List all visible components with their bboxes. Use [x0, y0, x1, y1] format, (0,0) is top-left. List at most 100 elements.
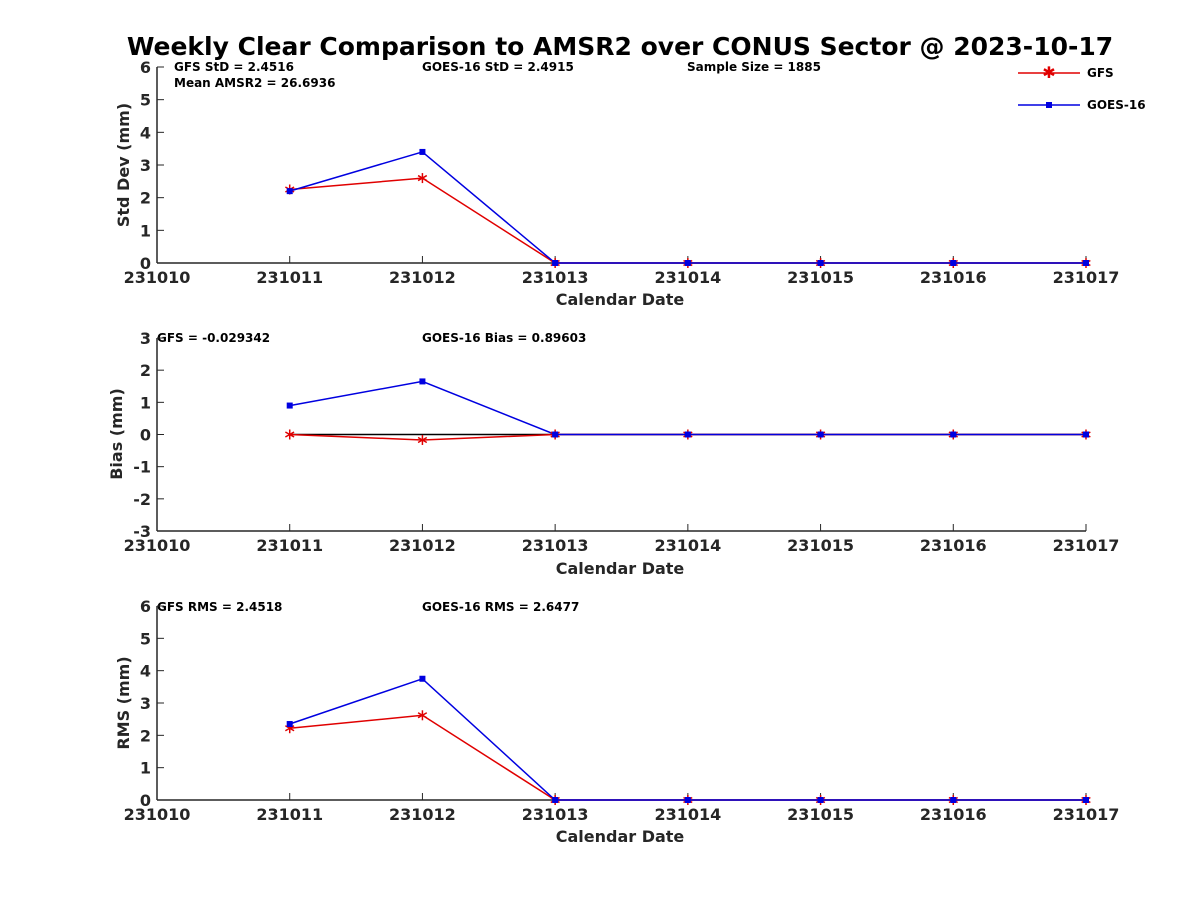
data-point-goes-16: [817, 431, 824, 438]
x-tick-label: 231017: [1053, 805, 1120, 824]
panel-rms: GFS RMS = 2.4518 GOES-16 RMS = 2.6477 23…: [114, 597, 1119, 846]
annotation-gfs-rms: GFS RMS = 2.4518: [157, 600, 282, 614]
x-tick-label: 231012: [389, 536, 456, 555]
annotation-goes16-std: GOES-16 StD = 2.4915: [422, 60, 574, 74]
panel-std-dev: GFS StD = 2.4516 Mean AMSR2 = 26.6936 GO…: [114, 58, 1119, 309]
y-tick-label: 2: [140, 726, 151, 745]
annotation-gfs-std: GFS StD = 2.4516: [174, 60, 294, 74]
y-tick-label: 5: [140, 91, 151, 110]
x-tick-label: 231012: [389, 268, 456, 287]
x-tick-label: 231015: [787, 805, 854, 824]
x-tick-label: 231011: [256, 805, 323, 824]
x-tick-label: 231016: [920, 268, 987, 287]
legend-goes16-square-icon: [1046, 102, 1052, 108]
annotation-mean-amsr2: Mean AMSR2 = 26.6936: [174, 76, 335, 90]
x-tick-label: 231010: [124, 536, 191, 555]
data-point-gfs: [417, 710, 428, 721]
x-tick-label: 231012: [389, 805, 456, 824]
x-tick-label: 231013: [522, 536, 589, 555]
plot-area-rms: 231010 231011 231012 231013 231014 231015 2310…: [124, 597, 1120, 824]
data-point-goes-16: [1083, 797, 1089, 803]
x-tick-label: 231015: [787, 268, 854, 287]
data-point-goes-16: [286, 402, 293, 409]
data-point-goes-16: [684, 431, 691, 438]
y-tick-label: 0: [140, 254, 151, 273]
x-tick-label: 231016: [920, 536, 987, 555]
series-line-goes-16: [289, 380, 1086, 436]
data-point-gfs: [284, 429, 295, 440]
x-axis-label: Calendar Date: [556, 827, 685, 846]
data-point-goes-16: [286, 721, 293, 728]
x-tick-label: 231013: [522, 805, 589, 824]
data-point-goes-16: [817, 260, 824, 266]
x-tick-label: 231010: [124, 805, 191, 824]
data-point-goes-16: [817, 797, 824, 803]
data-point-goes-16: [684, 797, 691, 803]
y-tick-label: -3: [133, 522, 151, 541]
y-axis-label: Std Dev (mm): [114, 103, 133, 227]
data-point-goes-16: [552, 431, 559, 438]
y-tick-label: 5: [140, 629, 151, 648]
x-tick-label: 231015: [787, 536, 854, 555]
x-tick-label: 231011: [256, 536, 323, 555]
y-tick-label: 3: [140, 156, 151, 175]
y-axis-label: Bias (mm): [107, 388, 126, 480]
x-tick-label: 231016: [920, 805, 987, 824]
y-axis-label: RMS (mm): [114, 656, 133, 749]
panel-bias: GFS = -0.029342 GOES-16 Bias = 0.89603 2…: [107, 329, 1119, 578]
data-point-goes-16: [552, 797, 559, 803]
data-point-goes-16: [286, 188, 293, 195]
series-line-goes-16: [289, 151, 1086, 264]
y-tick-label: 1: [140, 759, 151, 778]
data-point-gfs: [417, 434, 428, 445]
annotation-goes16-bias: GOES-16 Bias = 0.89603: [422, 331, 586, 345]
data-point-goes-16: [419, 148, 426, 155]
x-tick-label: 231011: [256, 268, 323, 287]
legend-gfs-label: GFS: [1087, 66, 1114, 80]
y-tick-label: 2: [140, 189, 151, 208]
y-tick-label: 2: [140, 361, 151, 380]
y-tick-label: 1: [140, 221, 151, 240]
annotation-goes16-rms: GOES-16 RMS = 2.6477: [422, 600, 579, 614]
legend-gfs-asterisk-icon: ✱: [1042, 63, 1055, 82]
x-tick-label: 231013: [522, 268, 589, 287]
data-point-goes-16: [950, 431, 957, 438]
x-tick-label: 231014: [654, 805, 721, 824]
y-tick-label: 3: [140, 329, 151, 348]
data-point-goes-16: [1083, 431, 1089, 438]
figure-title: Weekly Clear Comparison to AMSR2 over CO…: [127, 32, 1113, 61]
data-point-goes-16: [950, 260, 957, 266]
annotation-sample-size: Sample Size = 1885: [687, 60, 821, 74]
annotation-gfs-bias: GFS = -0.029342: [157, 331, 270, 345]
y-tick-label: 4: [140, 662, 151, 681]
y-tick-label: 3: [140, 694, 151, 713]
legend: ✱ GFS GOES-16: [1018, 63, 1146, 112]
series-line-gfs: [289, 714, 1086, 801]
x-tick-label: 231014: [654, 536, 721, 555]
data-point-goes-16: [419, 675, 426, 682]
x-axis-label: Calendar Date: [556, 559, 685, 578]
legend-goes16-label: GOES-16: [1087, 98, 1146, 112]
series-line-gfs: [289, 177, 1086, 264]
x-tick-label: 231014: [654, 268, 721, 287]
y-tick-label: 1: [140, 393, 151, 412]
plot-area-std-dev: 231010 231011 231012 231013 231014 231015 2310…: [124, 58, 1120, 287]
plot-area-bias: 231010 231011 231012 231013 231014 231015 2310…: [124, 329, 1120, 555]
y-tick-label: 0: [140, 791, 151, 810]
x-tick-label: 231017: [1053, 268, 1120, 287]
data-point-goes-16: [552, 260, 559, 266]
x-tick-label: 231010: [124, 268, 191, 287]
data-point-goes-16: [950, 797, 957, 803]
y-tick-label: 6: [140, 597, 151, 616]
y-tick-label: -1: [133, 458, 151, 477]
x-axis-label: Calendar Date: [556, 290, 685, 309]
data-point-gfs: [417, 173, 428, 184]
data-point-goes-16: [419, 378, 426, 385]
data-point-goes-16: [1083, 260, 1089, 266]
data-point-goes-16: [684, 260, 691, 266]
y-tick-label: 4: [140, 123, 151, 142]
y-tick-label: 6: [140, 58, 151, 77]
x-tick-label: 231017: [1053, 536, 1120, 555]
y-tick-label: -2: [133, 490, 151, 509]
